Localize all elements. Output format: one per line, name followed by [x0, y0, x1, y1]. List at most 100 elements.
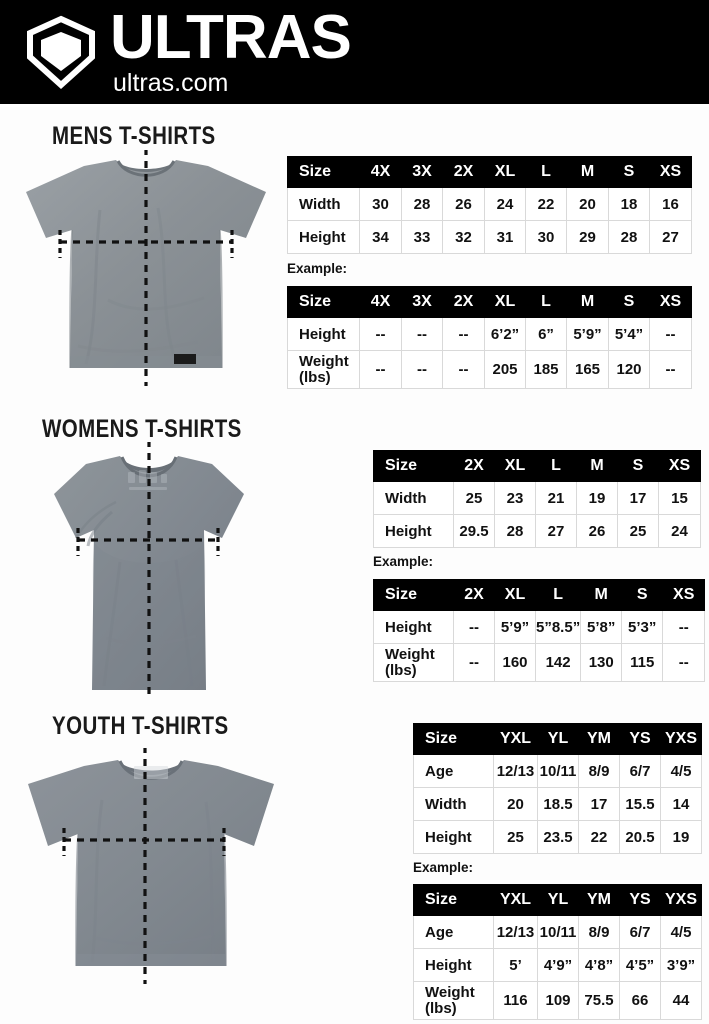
col-header: Size: [413, 884, 494, 916]
youth-example-label: Example:: [413, 860, 474, 875]
col-header: M: [580, 579, 623, 611]
cell: 8/9: [578, 915, 620, 949]
womens-size-table: Size 2X XL L M S XS Width 25 23 21 19 17: [373, 450, 701, 548]
col-header: XS: [649, 156, 692, 188]
cell: 5’9”: [494, 610, 536, 644]
section-title-mens: MENS T-SHIRTS: [52, 122, 216, 150]
row-label: Width: [373, 481, 454, 515]
cell: 26: [442, 187, 485, 221]
col-header: 3X: [401, 156, 443, 188]
cell: 142: [534, 643, 582, 682]
womens-example-table: Size 2X XL L M S XS Height -- 5’9” 5”8.5…: [373, 579, 706, 682]
col-header: YXL: [493, 723, 538, 755]
cell: 24: [658, 514, 701, 548]
mens-example-label: Example:: [287, 261, 348, 276]
table-header-row: Size YXL YL YM YS YXS: [413, 723, 702, 755]
col-header: S: [617, 450, 659, 482]
row-label-line2: (lbs): [425, 999, 457, 1017]
col-header: Size: [413, 723, 494, 755]
brand-header: ULTRAS ultras.com: [0, 0, 709, 104]
col-header: L: [535, 450, 577, 482]
table-row: Height 5’ 4’9” 4’8” 4’5” 3’9”: [413, 948, 702, 982]
row-label: Height: [287, 220, 360, 254]
cell: 4’8”: [578, 948, 620, 982]
row-label: Width: [413, 787, 494, 821]
row-label: Weight (lbs): [287, 350, 360, 389]
cell: 5’3”: [621, 610, 664, 644]
col-header: YS: [619, 723, 661, 755]
cell: 116: [493, 981, 538, 1020]
table-row: Weight (lbs) 116 109 75.5 66 44: [413, 981, 702, 1020]
brand-name: ULTRAS: [110, 2, 352, 72]
table-header-row: Size 2X XL L M S XS: [373, 450, 701, 482]
col-header: M: [566, 286, 609, 318]
cell: --: [359, 317, 402, 351]
col-header: L: [525, 286, 567, 318]
row-label: Age: [413, 915, 494, 949]
row-label: Height: [287, 317, 360, 351]
section-title-youth: YOUTH T-SHIRTS: [52, 712, 229, 740]
row-label: Width: [287, 187, 360, 221]
cell: 33: [401, 220, 443, 254]
table-row: Height -- -- -- 6’2” 6” 5’9” 5’4” --: [287, 317, 692, 351]
col-header: XS: [658, 450, 701, 482]
cell: 30: [525, 220, 567, 254]
cell: 4/5: [660, 915, 702, 949]
cell: 28: [401, 187, 443, 221]
brand-website: ultras.com: [113, 68, 229, 97]
cell: 22: [578, 820, 620, 854]
table-row: Height -- 5’9” 5”8.5” 5’8” 5’3” --: [373, 610, 706, 644]
cell: 29.5: [453, 514, 495, 548]
col-header: YXL: [493, 884, 538, 916]
cell: 185: [525, 350, 567, 389]
table-row: Weight (lbs) -- -- -- 205 185 165 120 --: [287, 350, 692, 389]
cell: 6/7: [619, 754, 661, 788]
womens-example-label: Example:: [373, 554, 434, 569]
cell: 12/13: [493, 915, 538, 949]
cell: --: [662, 643, 706, 682]
col-header: L: [534, 579, 582, 611]
cell: 31: [484, 220, 526, 254]
cell: 3’9”: [660, 948, 702, 982]
row-label: Age: [413, 754, 494, 788]
row-label: Height: [413, 820, 494, 854]
cell: 23.5: [537, 820, 579, 854]
cell: 6’2”: [484, 317, 526, 351]
cell: 205: [484, 350, 526, 389]
col-header: YS: [619, 884, 661, 916]
col-header: XL: [494, 579, 536, 611]
col-header: YXS: [660, 884, 702, 916]
cell: 120: [608, 350, 650, 389]
cell: 21: [535, 481, 577, 515]
col-header: YXS: [660, 723, 702, 755]
womens-tshirt-diagram-icon: [16, 442, 282, 704]
cell: 12/13: [493, 754, 538, 788]
col-header: S: [621, 579, 664, 611]
mens-tshirt-diagram-icon: [8, 150, 284, 390]
row-label-line1: Weight: [425, 984, 475, 1002]
cell: 4’9”: [537, 948, 579, 982]
cell: 25: [617, 514, 659, 548]
col-header: XL: [484, 286, 526, 318]
cell: --: [442, 317, 485, 351]
table-row: Width 20 18.5 17 15.5 14: [413, 787, 702, 821]
cell: --: [359, 350, 402, 389]
cell: 130: [580, 643, 623, 682]
cell: 75.5: [578, 981, 620, 1020]
table-row: Height 25 23.5 22 20.5 19: [413, 820, 702, 854]
col-header: M: [576, 450, 618, 482]
cell: --: [401, 317, 443, 351]
table-header-row: Size 4X 3X 2X XL L M S XS: [287, 156, 692, 188]
cell: 6/7: [619, 915, 661, 949]
cell: 8/9: [578, 754, 620, 788]
col-header: XS: [662, 579, 706, 611]
brand-text-block: ULTRAS ultras.com: [110, 2, 352, 97]
table-row: Height 29.5 28 27 26 25 24: [373, 514, 701, 548]
col-header: Size: [287, 156, 360, 188]
col-header: Size: [287, 286, 360, 318]
youth-size-table: Size YXL YL YM YS YXS Age 12/13 10/11 8/…: [413, 723, 702, 854]
row-label: Height: [373, 514, 454, 548]
cell: 23: [494, 481, 536, 515]
cell: --: [662, 610, 706, 644]
table-row: Age 12/13 10/11 8/9 6/7 4/5: [413, 915, 702, 949]
